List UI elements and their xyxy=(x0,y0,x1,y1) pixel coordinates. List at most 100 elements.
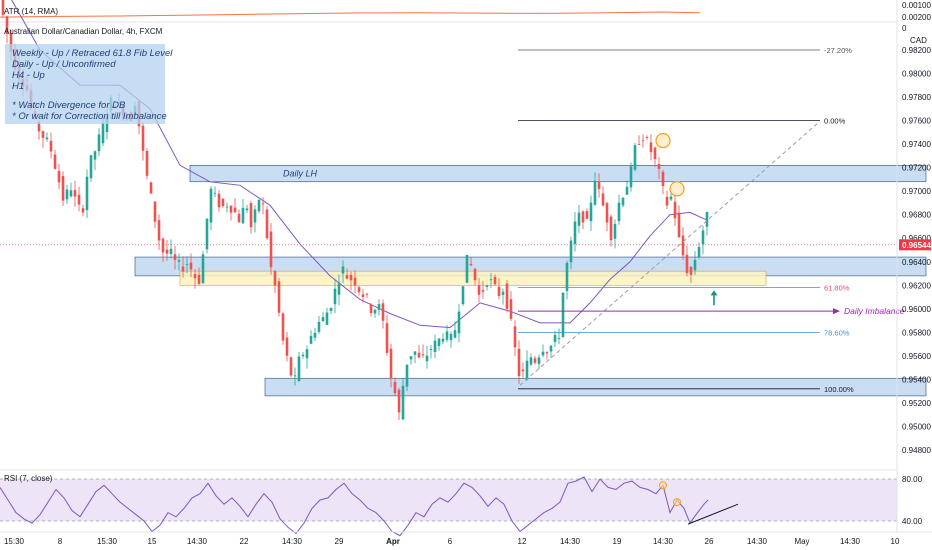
candle-body xyxy=(217,193,221,208)
candle-body xyxy=(633,145,637,170)
candle-body xyxy=(221,198,225,207)
candle-body xyxy=(413,351,417,355)
time-tick: 10 xyxy=(891,537,900,546)
candle-body xyxy=(97,134,101,152)
candle-body xyxy=(261,203,265,205)
candle-body xyxy=(185,264,189,265)
candle-body xyxy=(213,192,217,194)
candle-body xyxy=(705,211,709,227)
candle-body xyxy=(697,247,701,258)
price-tick: 0.95400 xyxy=(902,375,931,384)
rsi-pane[interactable]: RSI (7, close) xyxy=(0,474,897,537)
candle-body xyxy=(397,389,401,413)
candle-body xyxy=(169,248,173,255)
candle-body xyxy=(73,189,77,197)
daily-imbalance-label: Daily Imbalance xyxy=(844,306,905,316)
highlight-circle[interactable] xyxy=(669,181,685,197)
price-pane[interactable]: -27.20% 0.00% 61.80% 78.60% 100.00% Australi… xyxy=(0,0,927,421)
candle-body xyxy=(357,287,361,293)
zone-daily-lh[interactable] xyxy=(189,164,927,183)
candle-body xyxy=(289,357,293,376)
price-tick: 0.95200 xyxy=(902,399,931,408)
candle-body xyxy=(641,140,645,142)
price-tick: 0.94800 xyxy=(902,446,931,455)
candle-body xyxy=(241,207,245,224)
price-tick-top: 0 xyxy=(902,24,907,33)
candle-body xyxy=(545,352,549,354)
candle-body xyxy=(193,274,197,279)
candle-body xyxy=(233,207,237,213)
candle-body xyxy=(269,231,273,268)
fib-level-label: 78.60% xyxy=(824,328,850,337)
rsi-highlight-circle[interactable] xyxy=(673,498,681,507)
candle-body xyxy=(629,166,633,188)
candle-body xyxy=(521,369,525,372)
time-tick: May xyxy=(794,537,809,546)
note-line: Daily - Up / Unconfirmed xyxy=(12,59,116,70)
candle-body xyxy=(237,213,241,223)
candle-body xyxy=(561,292,565,337)
candle-body xyxy=(53,154,57,169)
time-tick: 26 xyxy=(705,537,714,546)
time-tick: 14:30 xyxy=(747,537,768,546)
candle-body xyxy=(689,267,693,275)
time-tick: 22 xyxy=(240,537,249,546)
rsi-tick: 80.00 xyxy=(902,475,923,484)
candle-body xyxy=(437,338,441,346)
time-tick: 8 xyxy=(58,537,63,546)
candle-body xyxy=(585,211,589,219)
time-axis[interactable]: 15:30 8 15:30 15 14:30 22 14:30 29 Apr 6 12 14:30 19… xyxy=(0,531,932,546)
time-tick: 14:30 xyxy=(560,537,581,546)
candle-body xyxy=(649,142,653,153)
candle-body xyxy=(9,33,13,52)
price-tick: 0.95000 xyxy=(902,422,931,431)
candle-body xyxy=(333,288,337,305)
candle-body xyxy=(341,266,345,274)
candle-body xyxy=(361,294,365,297)
candle-body xyxy=(557,338,561,339)
candle-body xyxy=(349,274,353,281)
candle-body xyxy=(345,275,349,279)
candle-body xyxy=(645,137,649,138)
fib-level-label: 100.00% xyxy=(824,385,854,394)
time-tick: 6 xyxy=(448,537,453,546)
candle-body xyxy=(393,382,397,394)
candle-body xyxy=(265,209,269,239)
highlight-circle[interactable] xyxy=(655,132,671,149)
candle-body xyxy=(225,206,229,208)
candle-body xyxy=(377,304,381,310)
candle-body xyxy=(553,334,557,342)
candle-body xyxy=(245,208,249,211)
candle-body xyxy=(313,332,317,338)
candle-body xyxy=(657,164,661,169)
candle-body xyxy=(409,356,413,360)
candle-body xyxy=(373,309,377,314)
candle-body xyxy=(101,123,105,144)
rsi-highlight-circle[interactable] xyxy=(659,481,667,490)
candle-body xyxy=(517,348,521,376)
candle-body xyxy=(381,303,385,321)
price-axis[interactable]: 0.00200 0.00100 0 CAD 0.98200 0.98000 0.97… xyxy=(896,0,931,532)
note-line: H4 - Up xyxy=(12,70,45,81)
candle-body xyxy=(389,348,393,379)
candle-body xyxy=(601,193,605,206)
candle-body xyxy=(145,150,149,176)
candle-body xyxy=(505,283,509,309)
fib-level-label: 0.00% xyxy=(824,117,846,126)
candle-body xyxy=(669,196,673,200)
time-tick: 14:30 xyxy=(187,537,208,546)
candle-body xyxy=(253,209,257,223)
candle-body xyxy=(89,155,93,179)
candle-body xyxy=(161,238,165,253)
zone-low[interactable] xyxy=(264,377,927,397)
dashed-trendline[interactable] xyxy=(519,122,819,386)
candle-body xyxy=(85,176,89,211)
analysis-notes[interactable]: Weekly - Up / Retraced 61.8 Fib Level Da… xyxy=(5,44,172,124)
time-tick: 19 xyxy=(613,537,622,546)
rsi-trendline[interactable] xyxy=(687,503,739,525)
candle-body xyxy=(65,189,69,200)
zone-imbalance[interactable] xyxy=(179,270,767,286)
candle-body xyxy=(569,240,573,263)
candle-body xyxy=(441,338,445,342)
